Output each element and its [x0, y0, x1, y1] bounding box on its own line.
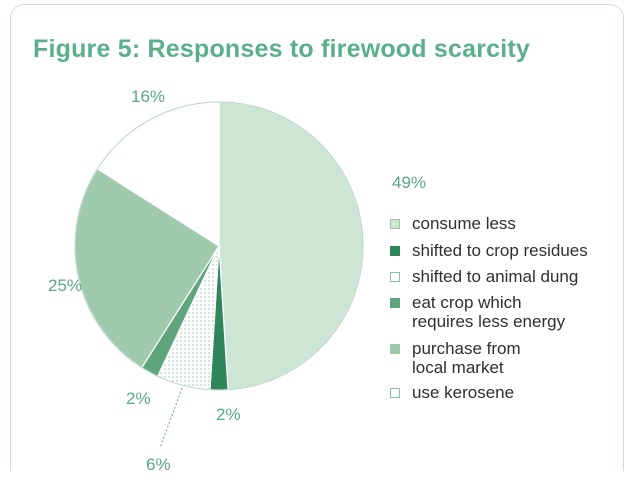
legend-label: consume less	[412, 214, 516, 233]
legend: consume less shifted to crop residues shif…	[388, 214, 628, 402]
legend-item: shifted to animal dung	[388, 267, 628, 286]
legend-label: local market	[412, 358, 504, 377]
pie-percent-label: 16%	[131, 87, 165, 106]
legend-swatch	[390, 246, 400, 256]
legend-label: shifted to crop residues	[412, 241, 588, 260]
pie-percent-label: 25%	[48, 276, 82, 295]
pie-percent-label: 6%	[146, 455, 171, 474]
legend-label: purchase from	[412, 339, 521, 358]
legend-swatch	[390, 219, 400, 229]
chart-title: Figure 5: Responses to firewood scarcity	[33, 35, 531, 63]
legend-swatch	[390, 388, 400, 398]
legend-label: use kerosene	[412, 383, 515, 402]
legend-label: eat crop which	[412, 293, 522, 312]
pie-slice-consume-less	[218, 101, 364, 391]
legend-item: use kerosene	[388, 383, 628, 402]
legend-label: shifted to animal dung	[412, 267, 579, 286]
legend-label: requires less energy	[412, 312, 566, 331]
pie-percent-label: 2%	[126, 389, 151, 408]
legend-swatch	[390, 272, 400, 282]
legend-swatch	[390, 344, 400, 354]
legend-swatch	[390, 298, 400, 308]
leader-line	[159, 387, 183, 449]
legend-item: shifted to crop residues	[388, 241, 628, 260]
legend-item: eat crop which requires less energy	[388, 293, 628, 331]
legend-item: consume less	[388, 214, 628, 233]
pie-outline	[74, 101, 364, 391]
pie-percent-label: 49%	[392, 173, 426, 192]
legend-item: purchase from local market	[388, 339, 628, 377]
pie-percent-label: 2%	[216, 405, 241, 424]
